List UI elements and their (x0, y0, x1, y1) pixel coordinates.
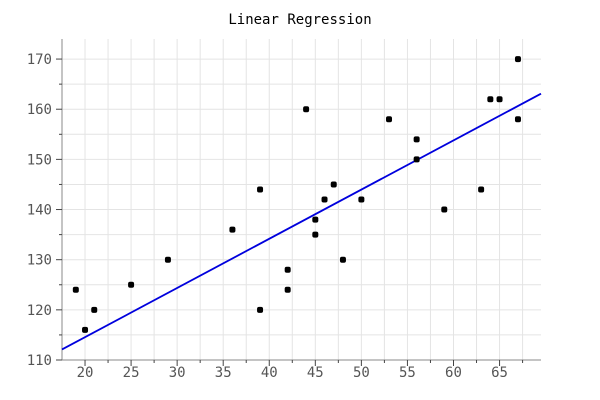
chart-title: Linear Regression (228, 12, 371, 28)
chart-ticks: 20 25 30 35 40 45 50 55 60 65 110 120 130 140 150 160 17… (27, 52, 524, 381)
y-tick-label: 170 (27, 52, 52, 68)
data-point (257, 306, 264, 313)
data-point (413, 156, 420, 163)
y-tick-label: 140 (27, 203, 52, 219)
x-tick-label: 50 (353, 365, 370, 381)
y-tick-label: 160 (27, 102, 52, 118)
data-point (386, 116, 393, 123)
data-point (514, 116, 521, 123)
y-tick-label: 130 (27, 253, 52, 269)
data-point (257, 186, 264, 193)
data-point (91, 306, 98, 313)
data-point (82, 326, 89, 333)
data-point (128, 281, 135, 288)
data-point (72, 286, 79, 293)
x-tick-label: 20 (77, 365, 94, 381)
data-point (441, 206, 448, 213)
data-point (478, 186, 485, 193)
data-point (358, 196, 365, 203)
data-point (284, 286, 291, 293)
regression-line (61, 92, 542, 351)
y-tick-label: 120 (27, 303, 52, 319)
data-point (413, 136, 420, 143)
chart-axes (61, 39, 541, 361)
x-tick-label: 35 (215, 365, 232, 381)
data-point (514, 56, 521, 63)
y-tick-label: 150 (27, 152, 52, 168)
data-point (330, 181, 337, 188)
data-point (321, 196, 328, 203)
data-point (496, 96, 503, 103)
data-point (312, 231, 319, 238)
chart-series (61, 56, 542, 351)
data-point (487, 96, 494, 103)
data-point (339, 256, 346, 263)
x-tick-label: 45 (307, 365, 324, 381)
x-tick-label: 25 (123, 365, 140, 381)
data-point (229, 226, 236, 233)
x-tick-label: 65 (491, 365, 508, 381)
data-point (312, 216, 319, 223)
x-tick-label: 40 (261, 365, 278, 381)
data-point (303, 106, 310, 113)
x-tick-label: 30 (169, 365, 186, 381)
data-point (164, 256, 171, 263)
data-point (284, 266, 291, 273)
x-tick-label: 55 (399, 365, 416, 381)
y-tick-label: 110 (27, 353, 52, 369)
x-tick-label: 60 (445, 365, 462, 381)
